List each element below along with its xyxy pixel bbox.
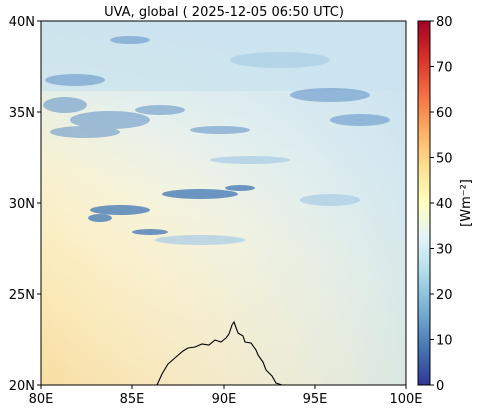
colorbar-tick-label: 70 [436, 61, 453, 76]
map-title: UVA, global ( 2025-12-05 06:50 UTC) [104, 5, 344, 20]
colorbar-tick-label: 0 [436, 379, 444, 394]
lat-axis: 40N 35N 30N 25N 20N [9, 15, 41, 394]
lon-tick-label: 85E [120, 392, 145, 407]
cloud-speckle [155, 52, 360, 245]
uva-raster [41, 21, 406, 385]
colorbar-label: [Wm⁻²] [459, 179, 474, 227]
lat-tick-label: 35N [9, 106, 35, 121]
lon-tick-label: 90E [212, 392, 237, 407]
cloud-band-north [43, 36, 390, 138]
colorbar: 80 70 60 50 40 30 20 10 0 [Wm⁻²] [417, 15, 474, 394]
lat-tick-label: 30N [9, 197, 35, 212]
lat-tick-label: 25N [9, 288, 35, 303]
lon-tick-label: 95E [303, 392, 328, 407]
colorbar-tick-label: 80 [436, 15, 453, 30]
cloud-band-central [88, 185, 255, 235]
lon-axis: 80E 85E 90E 95E 100E [29, 385, 423, 407]
colorbar-tick-label: 10 [436, 334, 453, 349]
lat-tick-label: 20N [9, 379, 35, 394]
colorbar-tick-label: 40 [436, 197, 453, 212]
colorbar-tick-label: 30 [436, 243, 453, 258]
colorbar-tick-label: 50 [436, 152, 453, 167]
coastline [156, 320, 283, 385]
lon-tick-label: 100E [389, 392, 422, 407]
lat-tick-label: 40N [9, 15, 35, 30]
colorbar-tick-label: 60 [436, 106, 453, 121]
colorbar-tick-label: 20 [436, 288, 453, 303]
lon-tick-label: 80E [29, 392, 54, 407]
colorbar-ticks: 80 70 60 50 40 30 20 10 0 [430, 15, 453, 394]
